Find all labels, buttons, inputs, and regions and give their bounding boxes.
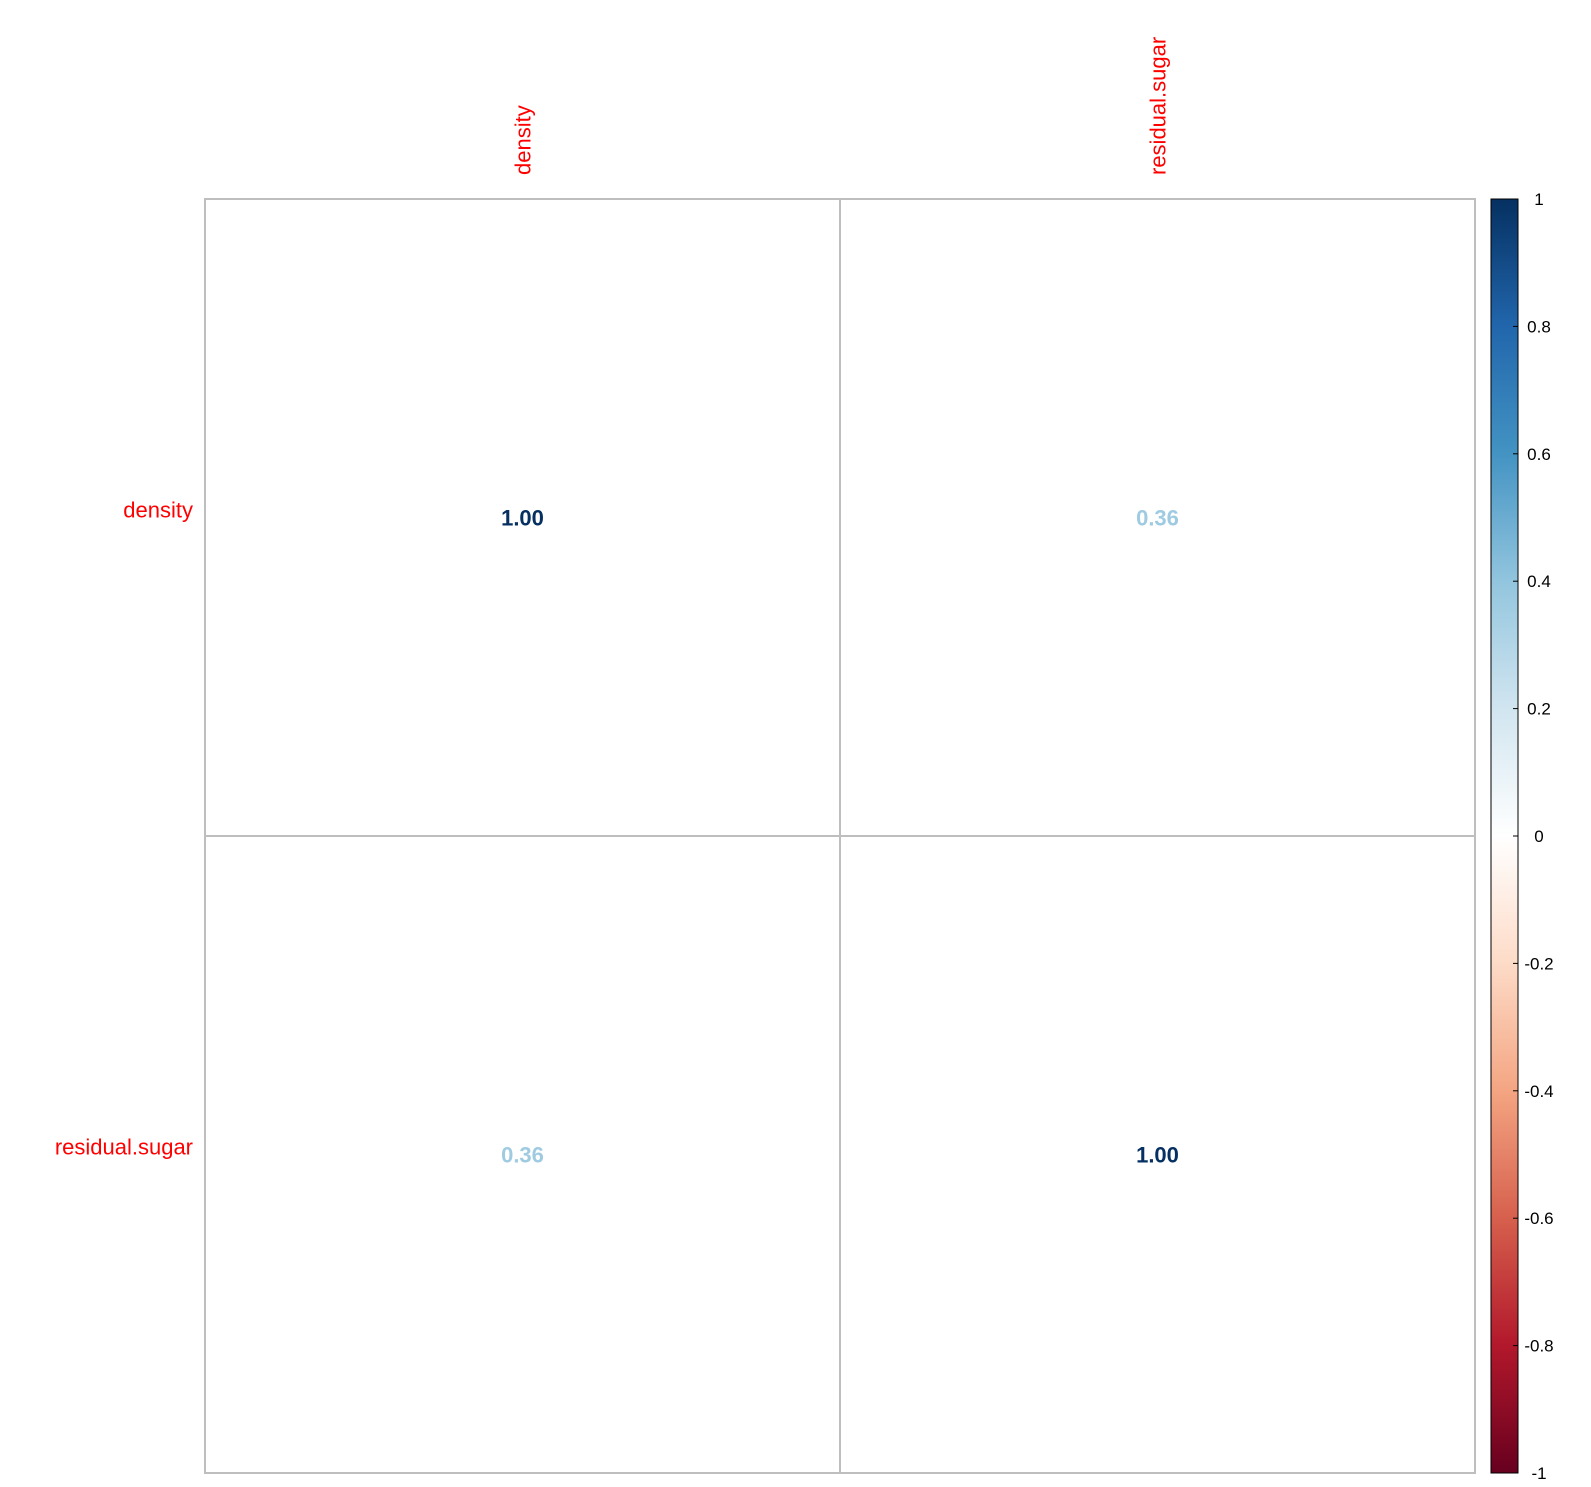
cell-value: 0.36 bbox=[1136, 506, 1179, 531]
column-label: density bbox=[511, 105, 536, 175]
colorbar-tick-label: -0.4 bbox=[1524, 1082, 1553, 1101]
colorbar-tick-label: 0.6 bbox=[1527, 445, 1551, 464]
column-labels: density residual.sugar bbox=[511, 37, 1171, 175]
colorbar-tick-label: -0.6 bbox=[1524, 1209, 1553, 1228]
matrix-cells: 1.00 0.36 0.36 1.00 bbox=[501, 506, 1179, 1168]
colorbar-tick-label: -0.8 bbox=[1524, 1337, 1553, 1356]
matrix-grid bbox=[204, 198, 1476, 1474]
colorbar-tick-label: 0.4 bbox=[1527, 572, 1551, 591]
colorbar-tick-label: 0 bbox=[1534, 827, 1543, 846]
row-label: residual.sugar bbox=[55, 1135, 193, 1160]
colorbar-tick-label: -0.2 bbox=[1524, 954, 1553, 973]
cell-value: 0.36 bbox=[501, 1143, 544, 1168]
colorbar-tick-label: 0.2 bbox=[1527, 700, 1551, 719]
colorbar-tick-label: 0.8 bbox=[1527, 317, 1551, 336]
cell-value: 1.00 bbox=[501, 506, 544, 531]
colorbar: 1 0.8 0.6 0.4 0.2 0 -0.2 -0.4 -0.6 -0.8 -1 bbox=[1490, 190, 1554, 1483]
row-label: density bbox=[123, 498, 193, 523]
cell-value: 1.00 bbox=[1136, 1143, 1179, 1168]
colorbar-tick-label: 1 bbox=[1534, 190, 1543, 209]
column-label: residual.sugar bbox=[1146, 37, 1171, 175]
colorbar-tick-label: -1 bbox=[1531, 1464, 1546, 1483]
row-labels: density residual.sugar bbox=[55, 498, 193, 1160]
